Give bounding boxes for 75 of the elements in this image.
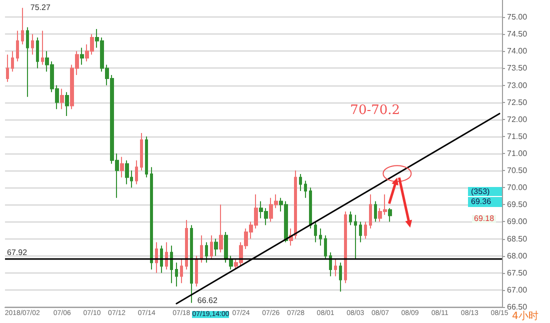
candlestick xyxy=(185,220,188,270)
candlestick xyxy=(339,262,342,292)
candlestick xyxy=(200,234,203,264)
candlestick xyxy=(190,224,193,304)
annotation: 69.18 xyxy=(472,214,496,223)
candlestick xyxy=(324,234,327,260)
candlestick xyxy=(6,54,9,82)
candlestick xyxy=(224,231,228,264)
annotation: 66.62 xyxy=(197,296,218,305)
y-tick-label: 67.00 xyxy=(507,285,528,294)
candlestick xyxy=(21,7,24,45)
y-tick-label: 72.00 xyxy=(507,114,528,124)
candlestick xyxy=(65,92,69,116)
candlestick xyxy=(120,156,124,178)
candlestick xyxy=(170,245,173,284)
candlestick xyxy=(125,160,129,185)
y-tick-label: 72.50 xyxy=(507,98,528,107)
y-tick-label: 69.50 xyxy=(507,200,528,210)
annotation: (353) xyxy=(468,186,502,196)
y-tick-label: 71.50 xyxy=(507,132,528,141)
y-tick-label: 70.00 xyxy=(507,183,528,192)
candlestick xyxy=(304,180,307,198)
candlestick xyxy=(26,26,29,98)
y-tick-label: 70.50 xyxy=(507,166,528,176)
y-tick-label: 75.00 xyxy=(507,12,528,22)
y-tick-label: 67.50 xyxy=(507,268,528,278)
candlestick xyxy=(374,200,377,222)
text: 4小时 xyxy=(512,311,538,322)
candlestick xyxy=(80,47,84,66)
candlestick xyxy=(16,30,19,62)
candlestick xyxy=(11,50,14,72)
candlestick xyxy=(369,194,372,230)
y-tick-label: 68.50 xyxy=(507,234,528,244)
y-tick-label: 71.00 xyxy=(507,149,528,158)
candlestick xyxy=(140,132,143,172)
y-tick-label: 66.50 xyxy=(507,302,528,312)
y-tick-label: 73.50 xyxy=(507,64,528,73)
candlestick xyxy=(354,214,357,260)
candlestick xyxy=(60,88,64,110)
candlestick xyxy=(165,242,168,270)
candlestick xyxy=(210,234,213,260)
candlestick xyxy=(180,258,183,284)
annotation: 70-70.2 xyxy=(350,102,400,118)
candlestick xyxy=(36,37,39,69)
y-tick-label: 74.00 xyxy=(507,46,528,56)
candlestick xyxy=(349,210,352,226)
candlestick xyxy=(388,208,392,222)
candlestick xyxy=(314,221,317,243)
candlestick xyxy=(214,238,218,256)
y-tick-label: 69.00 xyxy=(507,217,528,226)
ref-line-label: 67.92 xyxy=(7,248,28,258)
y-tick-label: 73.00 xyxy=(507,80,528,90)
candlestick xyxy=(145,136,148,178)
candlestick xyxy=(344,210,347,284)
candlestick xyxy=(41,30,44,66)
candlestick xyxy=(175,262,178,288)
candlestick xyxy=(31,34,34,56)
candlestick xyxy=(309,187,312,230)
candlestick xyxy=(219,204,223,253)
candlestick xyxy=(205,242,208,264)
annotation: 69.36 xyxy=(468,196,502,207)
candlestick xyxy=(155,242,158,274)
candlestick xyxy=(359,221,362,243)
candlestick xyxy=(160,245,163,274)
candlestick xyxy=(319,228,322,246)
annotation: 75.27 xyxy=(30,2,50,12)
candlestick xyxy=(334,258,337,277)
candlestick xyxy=(195,255,198,288)
candlestick xyxy=(294,170,297,240)
y-tick-label: 74.50 xyxy=(507,30,528,39)
candlestick xyxy=(150,166,153,270)
candlestick xyxy=(364,221,367,240)
candlestick xyxy=(299,173,302,192)
y-tick-label: 68.00 xyxy=(507,251,528,260)
candlestick xyxy=(135,160,138,185)
